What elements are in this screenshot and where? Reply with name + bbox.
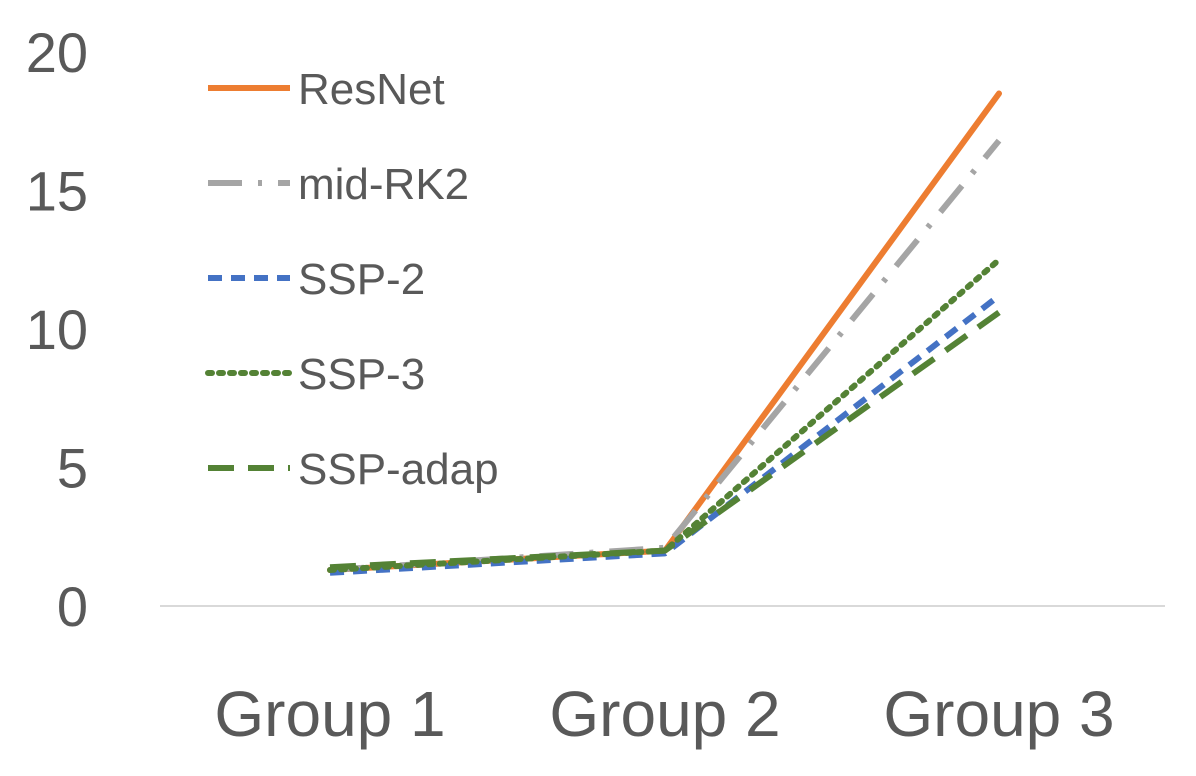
axis-layer: 0 5 10 15 20 Group 1 Group 2 Group 3	[26, 21, 1165, 750]
y-tick-label: 10	[26, 298, 88, 361]
legend-label: SSP-adap	[298, 445, 499, 494]
legend-item: mid-RK2	[208, 160, 469, 209]
y-tick-label: 0	[57, 575, 88, 638]
legend-label: SSP-2	[298, 255, 425, 304]
x-tick-label: Group 3	[883, 678, 1114, 750]
legend-label: ResNet	[298, 65, 445, 114]
legend: ResNet mid-RK2 SSP-2 SSP-3 SSP-adap	[205, 65, 499, 494]
x-tick-label: Group 1	[214, 678, 445, 750]
legend-label: mid-RK2	[298, 160, 469, 209]
y-tick-label: 15	[26, 160, 88, 223]
legend-item: SSP-3	[205, 350, 425, 399]
x-tick-label: Group 2	[549, 678, 780, 750]
legend-item: ResNet	[208, 65, 445, 114]
y-tick-label: 5	[57, 437, 88, 500]
series-line-ssp-2	[329, 293, 1001, 576]
legend-item: SSP-adap	[208, 445, 499, 494]
y-tick-label: 20	[26, 21, 88, 84]
legend-item: SSP-2	[208, 255, 425, 304]
legend-label: SSP-3	[298, 350, 425, 399]
series-line-ssp-3	[327, 256, 1002, 573]
series-layer	[327, 90, 1002, 576]
series-line-ssp-adap	[329, 309, 1001, 571]
